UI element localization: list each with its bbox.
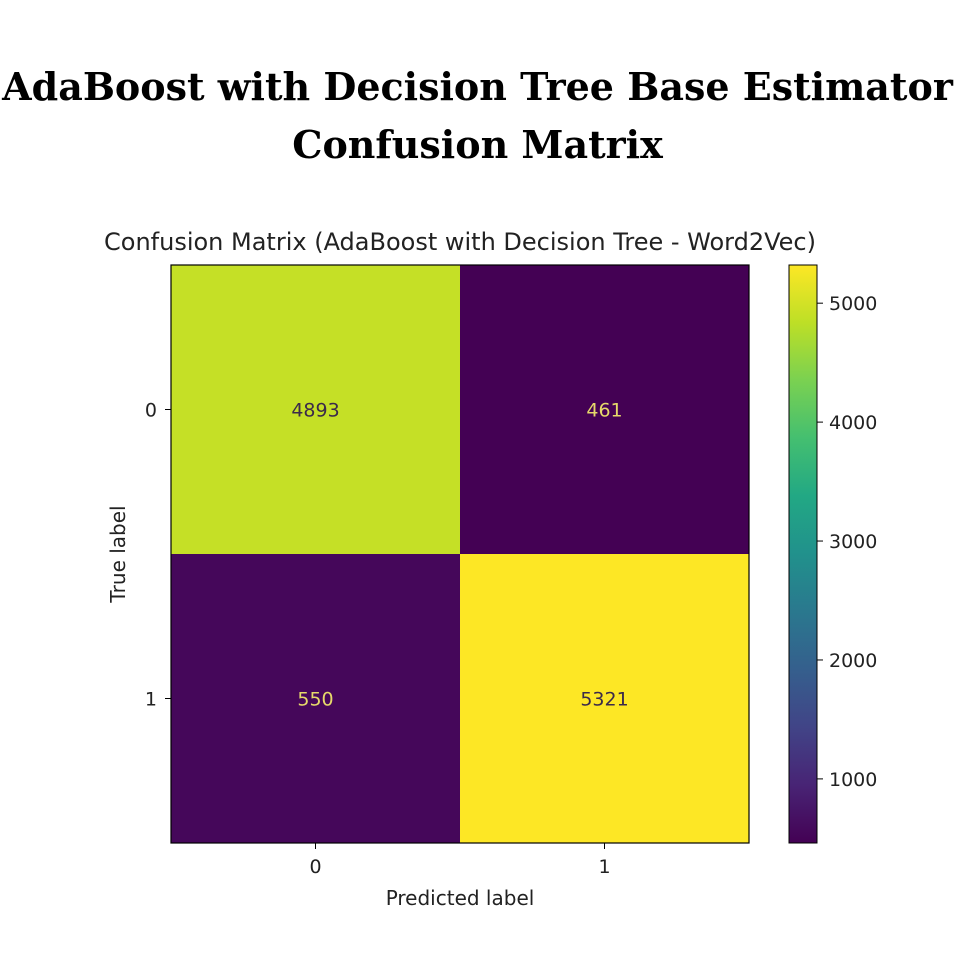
heading-line-1: AdaBoost with Decision Tree Base Estimat… [2, 64, 953, 109]
y-tick-label: 0 [145, 400, 157, 422]
colorbar-tick-label: 1000 [829, 769, 877, 791]
colorbar-tick-label: 4000 [829, 412, 877, 434]
x-axis-label: Predicted label [386, 886, 535, 910]
cell-value-label: 5321 [580, 689, 628, 711]
colorbar [788, 264, 818, 844]
matrix-cell-1-1 [460, 554, 749, 843]
matrix-cell-1-0 [171, 554, 460, 843]
x-tick-label: 1 [598, 856, 610, 878]
colorbar-tick-label: 5000 [829, 293, 877, 315]
cell-value-label: 4893 [291, 400, 339, 422]
plot-frame [170, 264, 750, 844]
heading-line-2: Confusion Matrix [292, 122, 663, 167]
figure-heading: AdaBoost with Decision Tree Base Estimat… [0, 58, 955, 174]
colorbar-tick-label: 2000 [829, 650, 877, 672]
x-tick-label: 0 [309, 856, 321, 878]
y-axis-label: True label [106, 505, 130, 603]
cell-value-label: 550 [297, 689, 333, 711]
y-tick-label: 1 [145, 689, 157, 711]
matrix-cell-0-0 [171, 265, 460, 554]
chart-title: Confusion Matrix (AdaBoost with Decision… [104, 228, 816, 256]
colorbar-tick-label: 3000 [829, 531, 877, 553]
cell-value-label: 461 [586, 400, 622, 422]
matrix-cell-0-1 [460, 265, 749, 554]
